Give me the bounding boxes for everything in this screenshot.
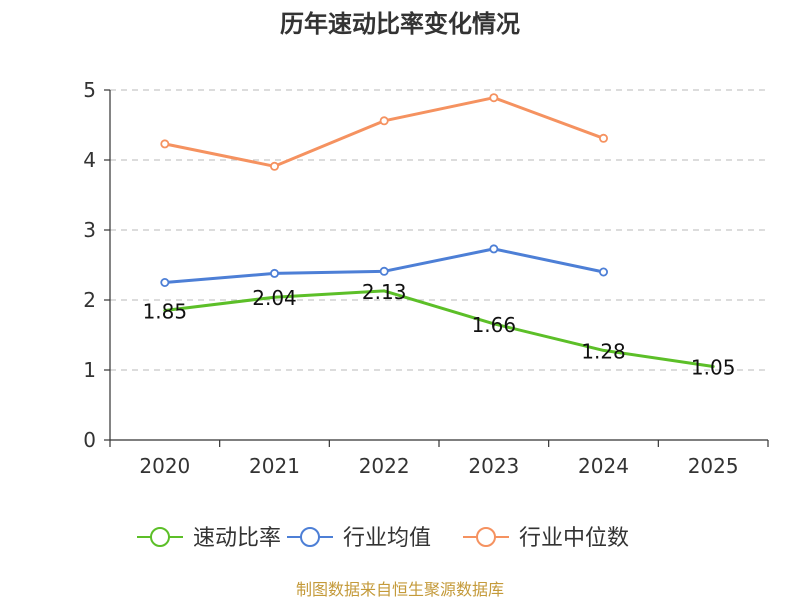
x-tick-label-2025: 2025 [688, 454, 739, 478]
axes: 0 1 2 3 4 5 2020 2021 2022 2023 2024 2025 [83, 78, 769, 478]
legend-marker-2 [476, 527, 496, 547]
legend-label-0: 速动比率 [193, 526, 281, 551]
series-2-point-2023 [489, 93, 499, 103]
series-2-point-2020 [160, 139, 170, 149]
x-tick-label-2023: 2023 [468, 454, 519, 478]
y-tick-label-1: 1 [83, 358, 96, 382]
series-line-0 [163, 289, 715, 368]
series-1-point-2024 [599, 267, 609, 277]
series-1-point-2021 [269, 268, 279, 278]
data-label-2022: 2.13 [362, 280, 407, 304]
legend: 速动比率 行业均值 行业中位数 [137, 526, 629, 551]
series-2-point-2021 [269, 161, 279, 171]
legend-marker-0 [150, 527, 170, 547]
series-2-point-2022 [379, 116, 389, 126]
series-1-point-2022 [379, 266, 389, 276]
data-label-2024: 1.28 [581, 339, 626, 363]
y-tick-label-2: 2 [83, 288, 96, 312]
series-line-2 [163, 96, 605, 168]
x-tick-label-2020: 2020 [139, 454, 190, 478]
x-tick-label-2024: 2024 [578, 454, 629, 478]
x-tick-label-2022: 2022 [359, 454, 410, 478]
series-1-point-2020 [160, 277, 170, 287]
x-tick-label-2021: 2021 [249, 454, 300, 478]
series-1-point-2023 [489, 244, 499, 254]
data-label-2023: 1.66 [472, 313, 517, 337]
legend-label-2: 行业中位数 [519, 526, 629, 551]
chart-title: 历年速动比率变化情况 [280, 10, 520, 38]
data-label-2025: 1.05 [691, 356, 736, 380]
legend-label-1: 行业均值 [343, 526, 431, 551]
series-layer [160, 93, 715, 368]
data-labels: 1.85 2.04 2.13 1.66 1.28 1.05 [143, 280, 736, 380]
source-note: 制图数据来自恒生聚源数据库 [296, 580, 504, 599]
y-tick-label-0: 0 [83, 428, 96, 452]
y-tick-label-3: 3 [83, 218, 96, 242]
data-label-2021: 2.04 [252, 286, 297, 310]
legend-marker-1 [300, 527, 320, 547]
y-tick-label-4: 4 [83, 148, 96, 172]
series-2-point-2024 [599, 133, 609, 143]
data-label-2020: 1.85 [143, 300, 188, 324]
series-line-1 [163, 247, 605, 284]
grid-lines [110, 89, 768, 371]
y-tick-label-5: 5 [83, 78, 96, 102]
